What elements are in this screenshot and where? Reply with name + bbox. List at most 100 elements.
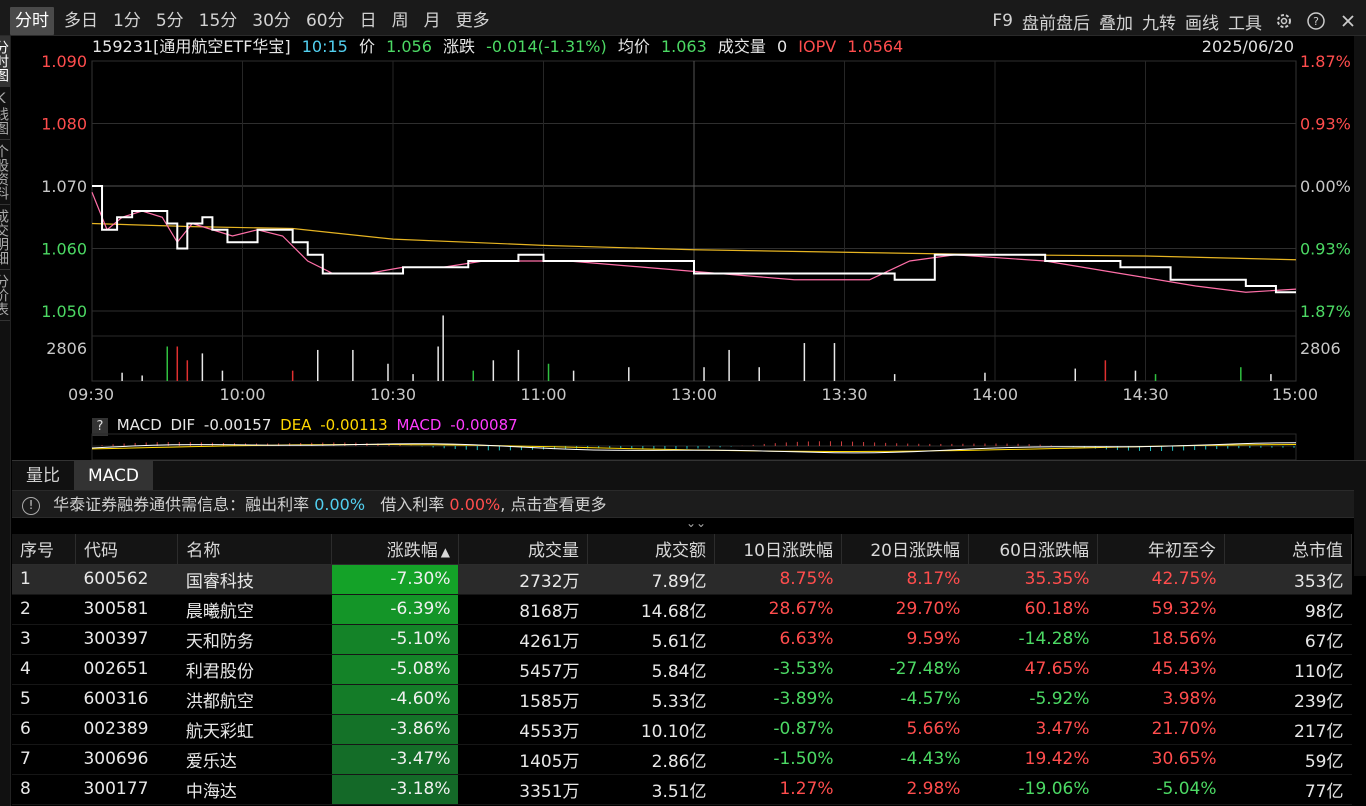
column-header-0[interactable]: 序号 bbox=[12, 534, 76, 565]
column-header-label: 年初至今 bbox=[1147, 541, 1216, 562]
gear-icon[interactable] bbox=[1274, 11, 1294, 31]
period-tab-9[interactable]: 月 bbox=[423, 11, 441, 31]
cell-col-7: 29.70% bbox=[841, 594, 969, 625]
macd-macd-value: -0.00087 bbox=[450, 416, 518, 434]
period-tab-10[interactable]: 更多 bbox=[455, 11, 490, 31]
cell-col-9: 18.56% bbox=[1097, 624, 1225, 655]
cell-col-2: 航天彩虹 bbox=[177, 714, 332, 745]
column-header-5[interactable]: 成交额 bbox=[587, 534, 715, 565]
y-tick-left: 1.070 bbox=[41, 177, 87, 196]
notice-text-2: 借入利率 bbox=[380, 495, 445, 514]
volume-label: 成交量 bbox=[717, 37, 766, 56]
overlay-button[interactable]: 叠加 bbox=[1099, 13, 1133, 34]
left-tab-1[interactable]: K线图 bbox=[0, 87, 10, 140]
left-tab-4[interactable]: 分价表 bbox=[0, 270, 10, 321]
cell-col-1: 002651 bbox=[75, 654, 178, 685]
indicator-tab-1[interactable]: MACD bbox=[74, 461, 153, 491]
table-row[interactable]: 4 002651 利君股份 -5.08% 5457万 5.84亿 -3.53% -27.48%… bbox=[12, 654, 1352, 685]
notice-text-1: 华泰证券融券通供需信息：融出利率 bbox=[53, 495, 310, 514]
cell-col-9: 3.98% bbox=[1097, 684, 1225, 715]
macd-macd-label: MACD bbox=[396, 416, 442, 434]
cell-col-7: 8.17% bbox=[841, 564, 969, 595]
table-row[interactable]: 8 300177 中海达 -3.18% 3351万 3.51亿 1.27% 2.98% -19.… bbox=[12, 774, 1352, 805]
indicator-tab-0[interactable]: 量比 bbox=[26, 466, 60, 486]
period-tab-1[interactable]: 多日 bbox=[64, 11, 98, 31]
cell-col-10: 59亿 bbox=[1224, 744, 1352, 775]
cell-col-10: 353亿 bbox=[1224, 564, 1352, 595]
macd-dif-line bbox=[91, 442, 1297, 454]
period-tab-8[interactable]: 周 bbox=[391, 11, 409, 31]
chart-date: 2025/06/20 bbox=[1201, 37, 1294, 56]
period-tab-6[interactable]: 60分 bbox=[305, 11, 345, 31]
iopv-value: 1.0564 bbox=[847, 37, 904, 56]
left-tab-3[interactable]: 成交明细 bbox=[0, 205, 10, 270]
left-tab-2[interactable]: 个股资料 bbox=[0, 140, 10, 205]
tools-button[interactable]: 工具 bbox=[1228, 13, 1262, 34]
column-header-label: 总市值 bbox=[1292, 541, 1343, 562]
period-tab-4[interactable]: 15分 bbox=[198, 11, 238, 31]
period-tab-0[interactable]: 分时 bbox=[10, 7, 54, 35]
column-header-label: 10日涨跌幅 bbox=[743, 541, 833, 562]
cell-col-0: 3 bbox=[12, 624, 76, 655]
macd-dea-label: DEA bbox=[280, 416, 312, 434]
period-tab-3[interactable]: 5分 bbox=[155, 11, 184, 31]
column-header-label: 成交额 bbox=[655, 541, 706, 562]
column-header-1[interactable]: 代码 bbox=[75, 534, 179, 565]
cell-col-2: 利君股份 bbox=[177, 654, 332, 685]
macd-dif-value: -0.00157 bbox=[203, 416, 272, 434]
cell-col-1: 600562 bbox=[75, 564, 178, 595]
period-tab-2[interactable]: 1分 bbox=[113, 11, 141, 31]
iopv-label: IOPV bbox=[798, 37, 837, 56]
table-row[interactable]: 1 600562 国睿科技 -7.30% 2732万 7.89亿 8.75% 8.17% 35.… bbox=[12, 564, 1352, 595]
draw-line-button[interactable]: 画线 bbox=[1185, 13, 1219, 34]
cell-col-4: 1585万 bbox=[458, 684, 588, 715]
table-row[interactable]: 6 002389 航天彩虹 -3.86% 4553万 10.10亿 -0.87% 5.66% 3… bbox=[12, 714, 1352, 745]
table-row[interactable]: 3 300397 天和防务 -5.10% 4261万 5.61亿 6.63% 9.59% -14… bbox=[12, 624, 1352, 655]
column-header-10[interactable]: 总市值 bbox=[1224, 534, 1353, 565]
svg-text:?: ? bbox=[1313, 15, 1319, 28]
column-header-7[interactable]: 20日涨跌幅 bbox=[841, 534, 969, 565]
indicator-tabs: 量比 MACD bbox=[12, 460, 1366, 491]
margin-notice-bar[interactable]: ! 华泰证券融券通供需信息：融出利率 0.00% 借入利率 0.00%, 点击查… bbox=[12, 490, 1354, 518]
intraday-chart[interactable]: 1.090 1.87% 1.080 0.93% 1.070 0.00% 1.060 0.93%… bbox=[0, 0, 1366, 410]
avg-price-label: 均价 bbox=[617, 37, 650, 56]
x-tick-label: 10:30 bbox=[370, 385, 416, 404]
collapse-chevron-icon[interactable]: ⌄⌄ bbox=[686, 516, 707, 530]
pre-post-market-button[interactable]: 盘前盘后 bbox=[1022, 13, 1090, 34]
macd-dif-label: DIF bbox=[170, 416, 196, 434]
nine-turn-button[interactable]: 九转 bbox=[1142, 13, 1176, 34]
table-row[interactable]: 2 300581 晨曦航空 -6.39% 8168万 14.68亿 28.67% 29.70%… bbox=[12, 594, 1352, 625]
column-header-2[interactable]: 名称 bbox=[177, 534, 332, 565]
security-name: 159231[通用航空ETF华宝] bbox=[92, 37, 291, 56]
cell-col-2: 洪都航空 bbox=[177, 684, 332, 715]
column-header-3[interactable]: 涨跌幅 ▲ bbox=[331, 534, 459, 565]
table-row[interactable]: 7 300696 爱乐达 -3.47% 1405万 2.86亿 -1.50% -4.43% 19… bbox=[12, 744, 1352, 775]
sort-arrow-icon: ▲ bbox=[440, 545, 450, 560]
cell-col-1: 300397 bbox=[75, 624, 178, 655]
cell-col-0: 6 bbox=[12, 714, 76, 745]
notice-more-link[interactable]: 点击查看更多 bbox=[510, 495, 607, 514]
close-icon[interactable] bbox=[1338, 11, 1358, 31]
x-tick-label: 14:30 bbox=[1122, 385, 1168, 404]
macd-help-icon[interactable]: ? bbox=[92, 418, 108, 436]
help-icon[interactable]: ? bbox=[1306, 11, 1326, 31]
column-header-8[interactable]: 60日涨跌幅 bbox=[968, 534, 1099, 565]
period-tab-5[interactable]: 30分 bbox=[252, 11, 291, 31]
f9-button[interactable]: F9 bbox=[992, 11, 1013, 31]
cell-col-6: -0.87% bbox=[714, 714, 842, 745]
table-row[interactable]: 5 600316 洪都航空 -4.60% 1585万 5.33亿 -3.89% -4.57% -… bbox=[12, 684, 1352, 715]
column-header-4[interactable]: 成交量 bbox=[458, 534, 589, 565]
period-tab-7[interactable]: 日 bbox=[359, 11, 377, 31]
avg-price-value: 1.063 bbox=[660, 37, 707, 56]
x-tick-label: 11:00 bbox=[520, 385, 566, 404]
column-header-6[interactable]: 10日涨跌幅 bbox=[714, 534, 842, 565]
macd-chart[interactable] bbox=[0, 432, 1366, 462]
table-header: 序号 代码 名称 涨跌幅 ▲ 成交量 成交额 10日涨跌幅 20日涨跌幅 60日涨跌幅 年初至今 总市… bbox=[12, 534, 1353, 565]
y-tick-right: 1.87% bbox=[1300, 302, 1351, 321]
column-header-9[interactable]: 年初至今 bbox=[1097, 534, 1225, 565]
cell-col-3: -3.18% bbox=[331, 774, 459, 805]
cell-col-2: 晨曦航空 bbox=[177, 594, 332, 625]
left-tab-0[interactable]: 分时图 bbox=[0, 36, 10, 87]
cell-col-7: 9.59% bbox=[841, 624, 969, 655]
lend-rate-value: 0.00% bbox=[314, 495, 366, 514]
